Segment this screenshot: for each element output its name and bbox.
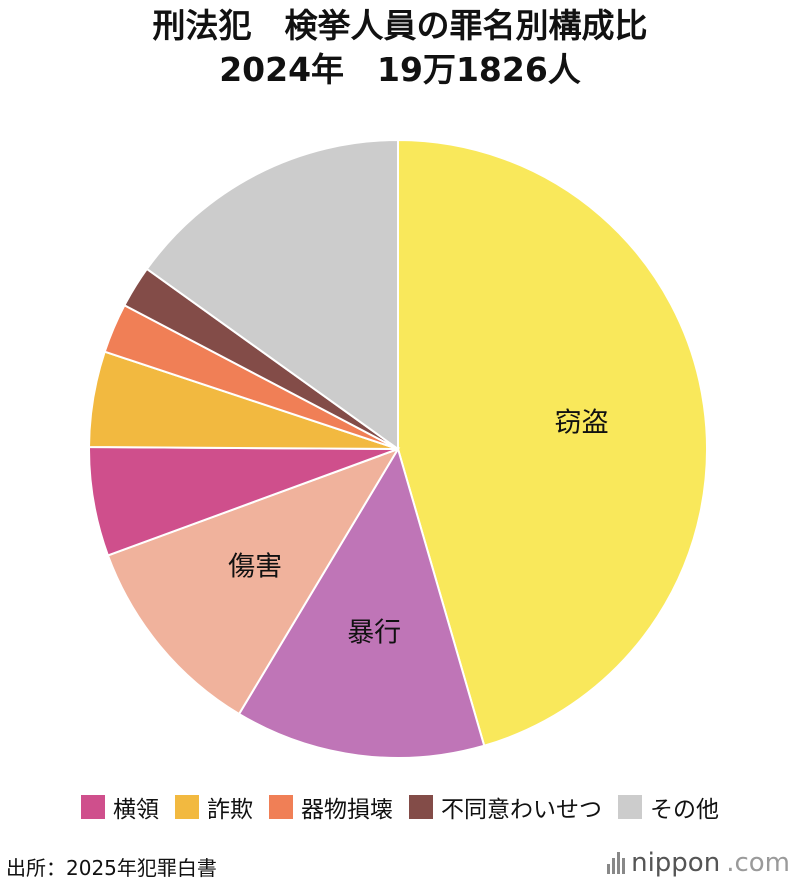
legend: 横領 詐欺 器物損壊 不同意わいせつ その他 — [0, 790, 800, 824]
legend-item-oryo: 横領 — [81, 790, 159, 824]
legend-item-fudoi: 不同意わいせつ — [409, 790, 602, 824]
pie-slice-label-1: 暴行 — [347, 617, 401, 648]
source-note: 出所：2025年犯罪白書 — [6, 856, 217, 880]
chart-subtitle: 2024年 19万1826人 — [219, 50, 581, 89]
pie-slice-2 — [106, 447, 401, 716]
legend-label: 器物損壊 — [301, 797, 393, 823]
legend-label: その他 — [650, 797, 719, 823]
chart-title: 刑法犯 検挙人員の罪名別構成比 — [152, 6, 648, 45]
legend-swatch — [618, 795, 642, 819]
legend-label: 横領 — [113, 797, 159, 823]
legend-item-kibutsu: 器物損壊 — [269, 790, 393, 824]
brand-suffix: .com — [726, 848, 790, 878]
pie-slice-7 — [145, 138, 399, 451]
pie-slice-label-0: 窃盗 — [555, 407, 609, 438]
legend-swatch — [81, 795, 105, 819]
legend-swatch — [269, 795, 293, 819]
legend-label: 詐欺 — [207, 797, 253, 823]
brand-name: nippon — [631, 848, 721, 878]
legend-swatch — [409, 795, 433, 819]
brand-logo: nippon .com — [607, 848, 790, 878]
pie-slice-0 — [397, 138, 708, 747]
pie-slice-label-2: 傷害 — [228, 552, 282, 583]
legend-swatch — [175, 795, 199, 819]
legend-label: 不同意わいせつ — [441, 797, 602, 823]
legend-item-sagi: 詐欺 — [175, 790, 253, 824]
legend-item-sonota: その他 — [618, 790, 719, 824]
brand-bars-icon — [607, 852, 626, 874]
pie-slice-1 — [237, 446, 486, 759]
